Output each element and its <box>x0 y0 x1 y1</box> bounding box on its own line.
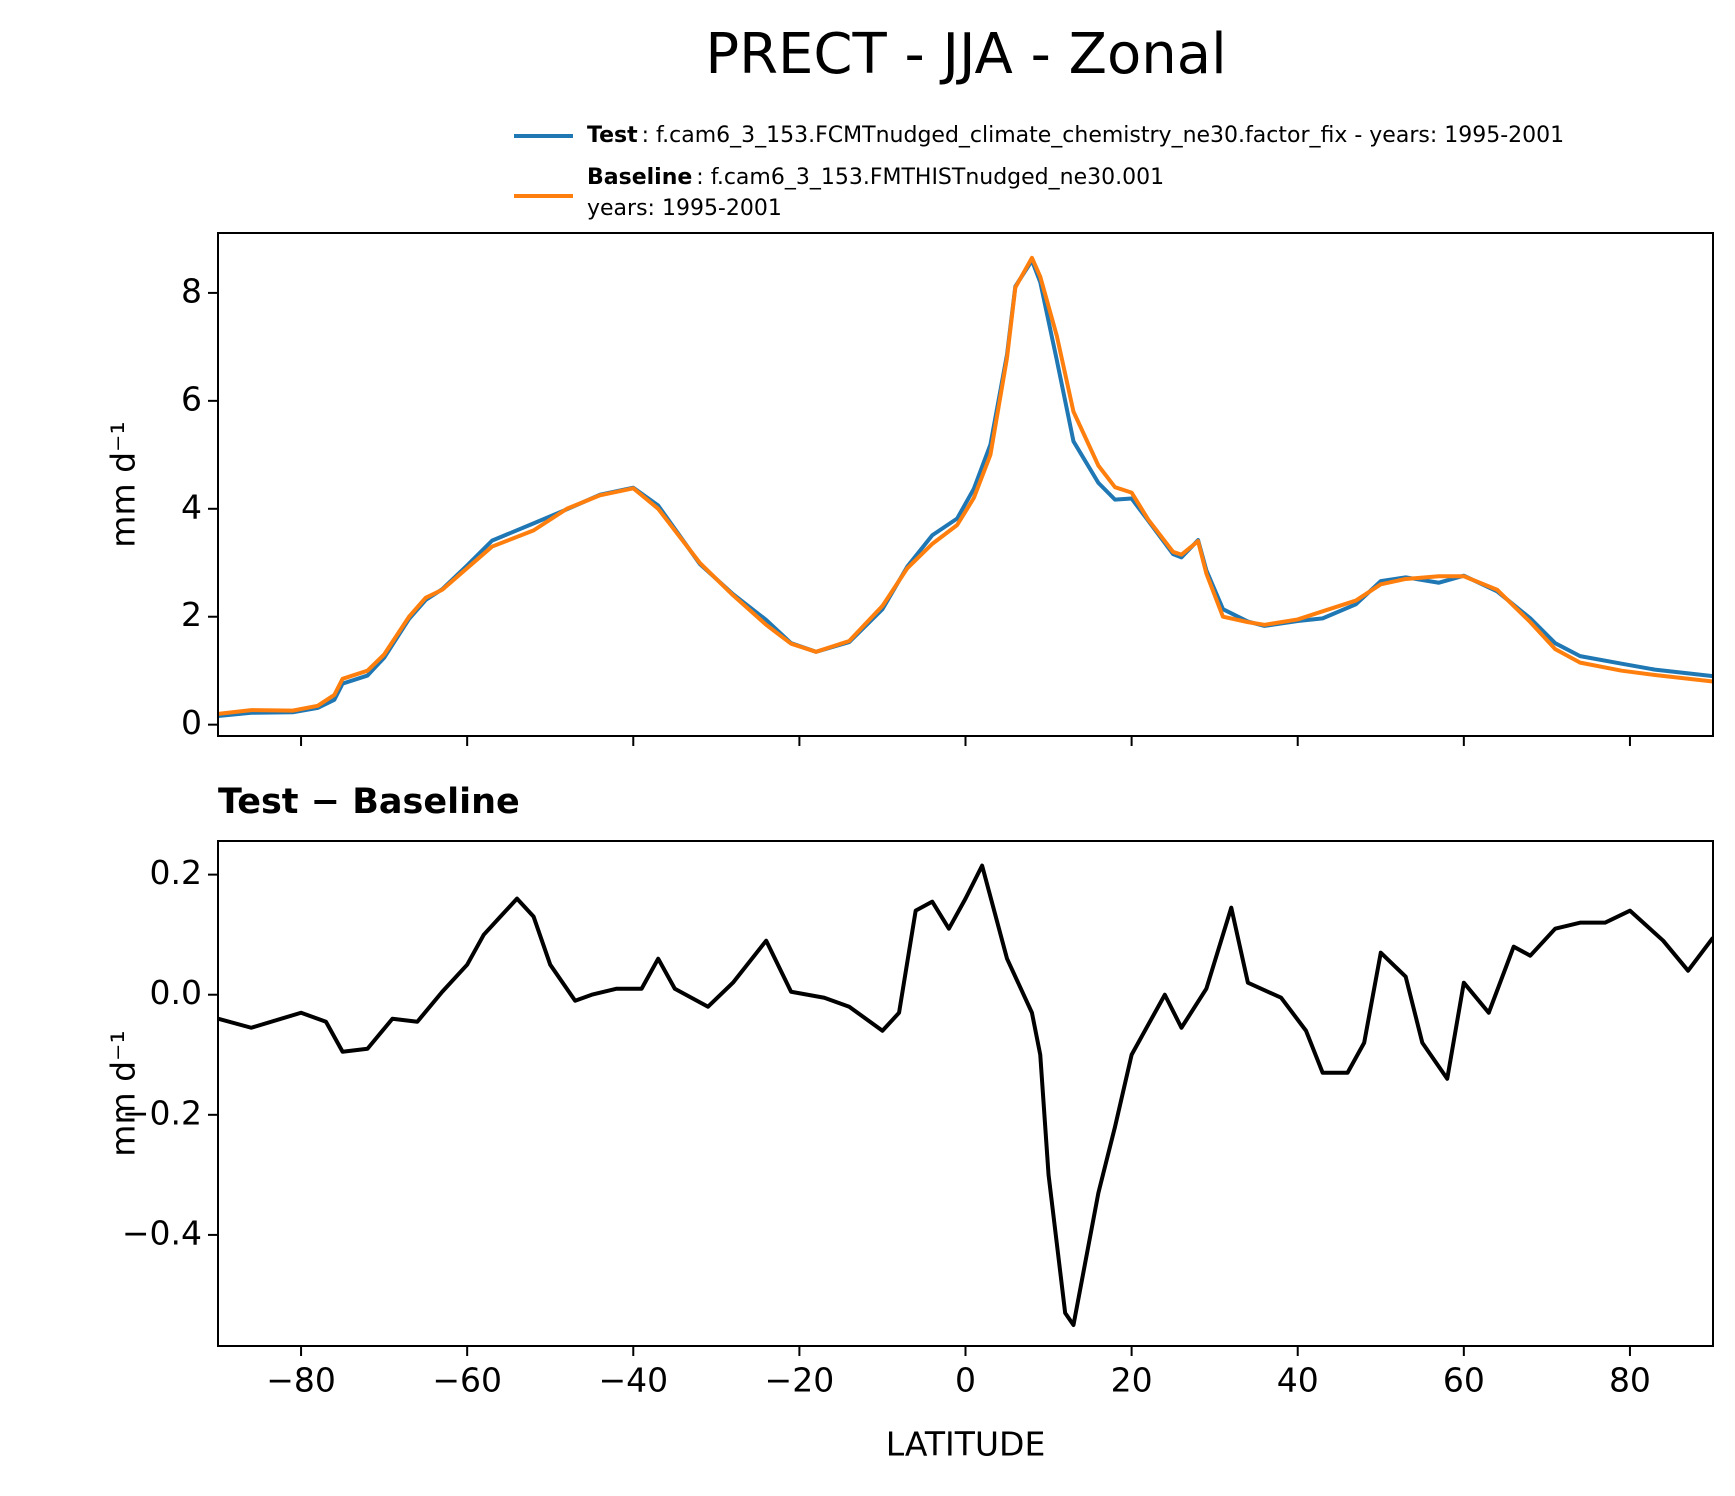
legend-text: : f.cam6_3_153.FMTHISTnudged_ne30.001 <box>696 165 1164 190</box>
series-line <box>218 863 1713 1327</box>
legend-name: Test <box>587 123 638 148</box>
y-tick-label: 2 <box>181 595 202 634</box>
x-tick-label: −20 <box>765 1361 835 1400</box>
y-tick-label: 0 <box>181 703 202 742</box>
x-tick-label: −40 <box>598 1361 668 1400</box>
figure-title: PRECT - JJA - Zonal <box>705 22 1226 87</box>
x-tick-label: −80 <box>266 1361 336 1400</box>
legend-text: : f.cam6_3_153.FCMTnudged_climate_chemis… <box>642 123 1565 148</box>
y-tick-label: 0.0 <box>150 973 202 1012</box>
legend-text: years: 1995-2001 <box>587 196 782 221</box>
legend-label: Test: f.cam6_3_153.FCMTnudged_climate_ch… <box>587 123 1564 148</box>
series-line <box>218 255 1713 716</box>
y-tick-label: −0.4 <box>122 1213 202 1252</box>
x-tick-label: 0 <box>955 1361 976 1400</box>
panel-title: Test − Baseline <box>218 782 520 822</box>
x-axis-label: LATITUDE <box>886 1425 1046 1464</box>
x-tick-label: −60 <box>432 1361 502 1400</box>
axes-frame <box>217 840 1714 1347</box>
x-tick-label: 80 <box>1609 1361 1651 1400</box>
x-tick-label: 60 <box>1443 1361 1485 1400</box>
y-tick-label: 0.2 <box>150 853 202 892</box>
y-tick-label: −0.2 <box>122 1093 202 1132</box>
y-tick-label: 8 <box>181 271 202 310</box>
y-axis-label: mm d⁻¹ <box>104 421 143 547</box>
legend-label: Baseline: f.cam6_3_153.FMTHISTnudged_ne3… <box>587 165 1164 190</box>
legend-name: Baseline <box>587 165 692 190</box>
axes-frame <box>217 232 1714 737</box>
y-tick-label: 4 <box>181 487 202 526</box>
x-tick-label: 20 <box>1111 1361 1153 1400</box>
y-axis-label: mm d⁻¹ <box>104 1030 143 1156</box>
x-tick-label: 40 <box>1277 1361 1319 1400</box>
y-tick-label: 6 <box>181 379 202 418</box>
